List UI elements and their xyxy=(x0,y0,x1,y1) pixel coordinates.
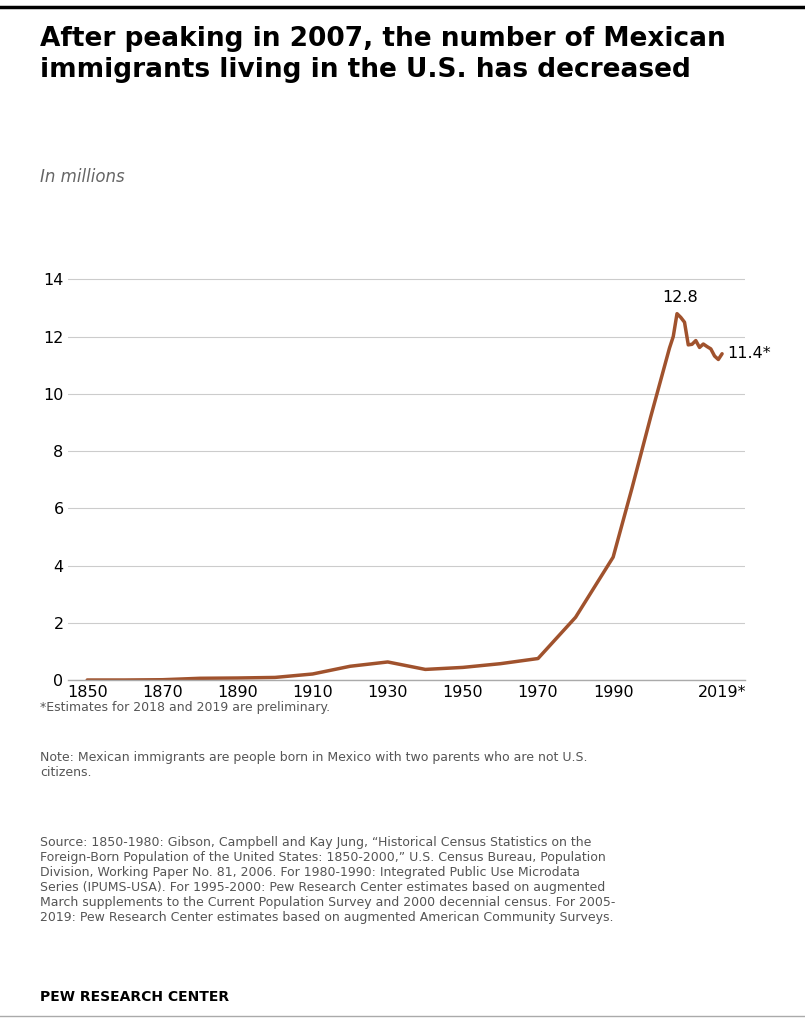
Text: Source: 1850-1980: Gibson, Campbell and Kay Jung, “Historical Census Statistics : Source: 1850-1980: Gibson, Campbell and … xyxy=(40,836,616,924)
Text: *Estimates for 2018 and 2019 are preliminary.: *Estimates for 2018 and 2019 are prelimi… xyxy=(40,701,330,714)
Text: 11.4*: 11.4* xyxy=(728,346,771,361)
Text: After peaking in 2007, the number of Mexican
immigrants living in the U.S. has d: After peaking in 2007, the number of Mex… xyxy=(40,26,726,83)
Text: 12.8: 12.8 xyxy=(662,291,698,306)
Text: Note: Mexican immigrants are people born in Mexico with two parents who are not : Note: Mexican immigrants are people born… xyxy=(40,751,588,780)
Text: In millions: In millions xyxy=(40,168,125,186)
Text: PEW RESEARCH CENTER: PEW RESEARCH CENTER xyxy=(40,990,229,1005)
